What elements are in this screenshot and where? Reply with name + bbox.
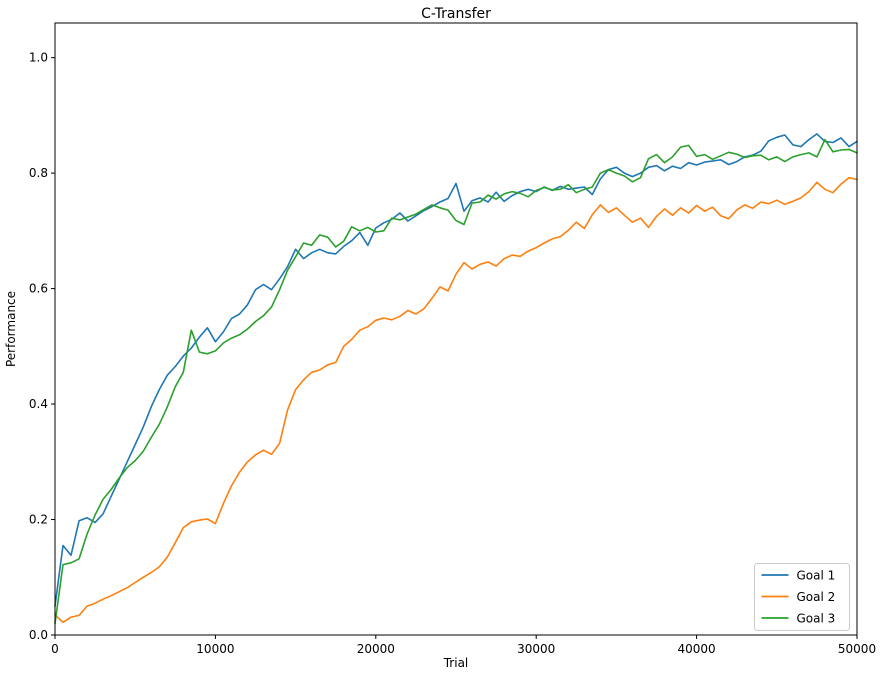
y-tick-label: 0.2 <box>29 513 48 527</box>
legend-label-goal-2: Goal 2 <box>797 590 836 604</box>
series-line-goal-1 <box>54 133 858 607</box>
legend-label-goal-1: Goal 1 <box>797 569 836 583</box>
legend: Goal 1 Goal 2 Goal 3 <box>754 563 850 631</box>
y-axis-label: Performance <box>4 291 18 367</box>
plot-area <box>55 23 857 635</box>
x-tick-label: 30000 <box>517 642 555 656</box>
y-tick-label: 0.0 <box>29 628 48 642</box>
series-line-goal-3 <box>54 138 858 625</box>
plot-border <box>54 22 858 636</box>
legend-label-goal-3: Goal 3 <box>797 612 836 626</box>
series-line-goal-2 <box>54 176 858 624</box>
x-tick-label: 40000 <box>678 642 716 656</box>
chart-title: C-Transfer <box>421 6 491 22</box>
y-tick-label: 0.6 <box>29 282 48 296</box>
x-tick-label: 0 <box>51 642 59 656</box>
plot-content: 0 10000 20000 30000 40000 50000 0.0 0.2 0.4 0.6 0.… <box>29 51 876 656</box>
y-tick-label: 0.8 <box>29 166 48 180</box>
x-axis-label: Trial <box>443 656 469 670</box>
x-tick-label: 10000 <box>196 642 234 656</box>
legend-box <box>754 563 850 631</box>
x-tick-label: 50000 <box>838 642 876 656</box>
y-tick-label: 1.0 <box>29 51 48 65</box>
x-tick-label: 20000 <box>357 642 395 656</box>
y-tick-label: 0.4 <box>29 397 48 411</box>
